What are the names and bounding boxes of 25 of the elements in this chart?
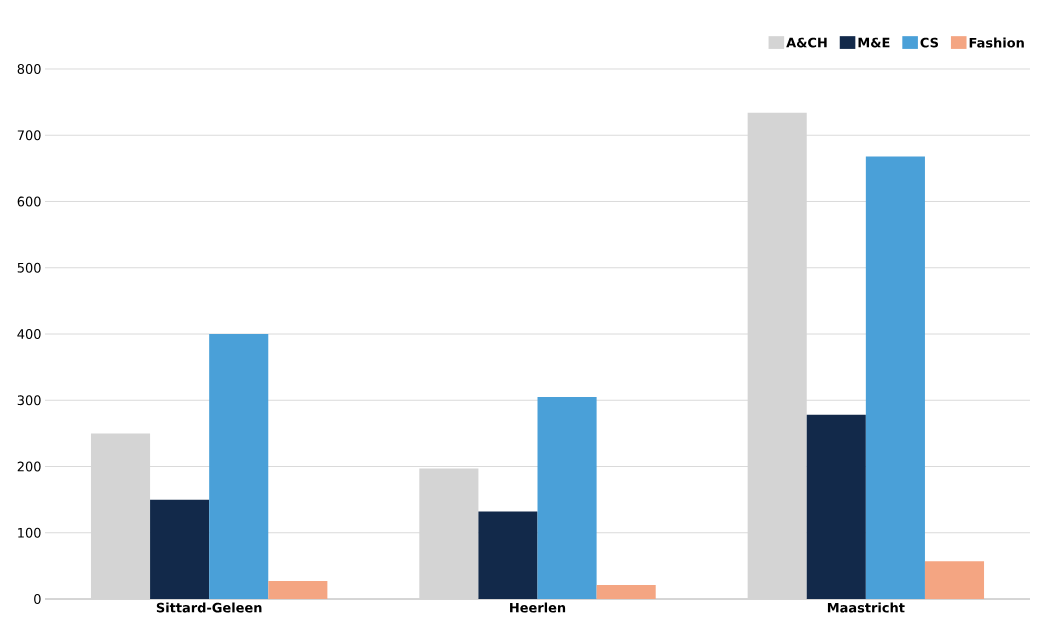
bar	[924, 561, 985, 599]
y-tick-label: 600	[17, 196, 41, 207]
legend-label: A&CH	[786, 37, 827, 48]
bar	[865, 156, 925, 599]
y-tick-label: 300	[17, 395, 41, 406]
x-tick-label: Heerlen	[510, 602, 566, 613]
bar	[537, 396, 597, 599]
y-tick-label: 0	[34, 594, 41, 604]
bar	[596, 585, 656, 599]
bar	[806, 414, 866, 599]
y-tick-label: 700	[17, 130, 41, 141]
legend-label: Fashion	[969, 37, 1024, 48]
y-tick-label: 500	[17, 262, 41, 273]
x-tick-label: Maastricht	[827, 602, 905, 613]
bar	[209, 334, 269, 599]
x-tick-label: Sittard-Geleen	[156, 602, 262, 613]
bar	[150, 499, 210, 599]
bar	[268, 581, 328, 599]
bar	[478, 511, 538, 599]
y-tick-label: 800	[17, 64, 41, 74]
legend-label: CS	[920, 37, 939, 48]
y-tick-label: 400	[17, 329, 41, 339]
legend-label: M&E	[858, 37, 890, 48]
y-tick-label: 200	[17, 461, 41, 472]
y-tick-label: 100	[18, 527, 41, 538]
